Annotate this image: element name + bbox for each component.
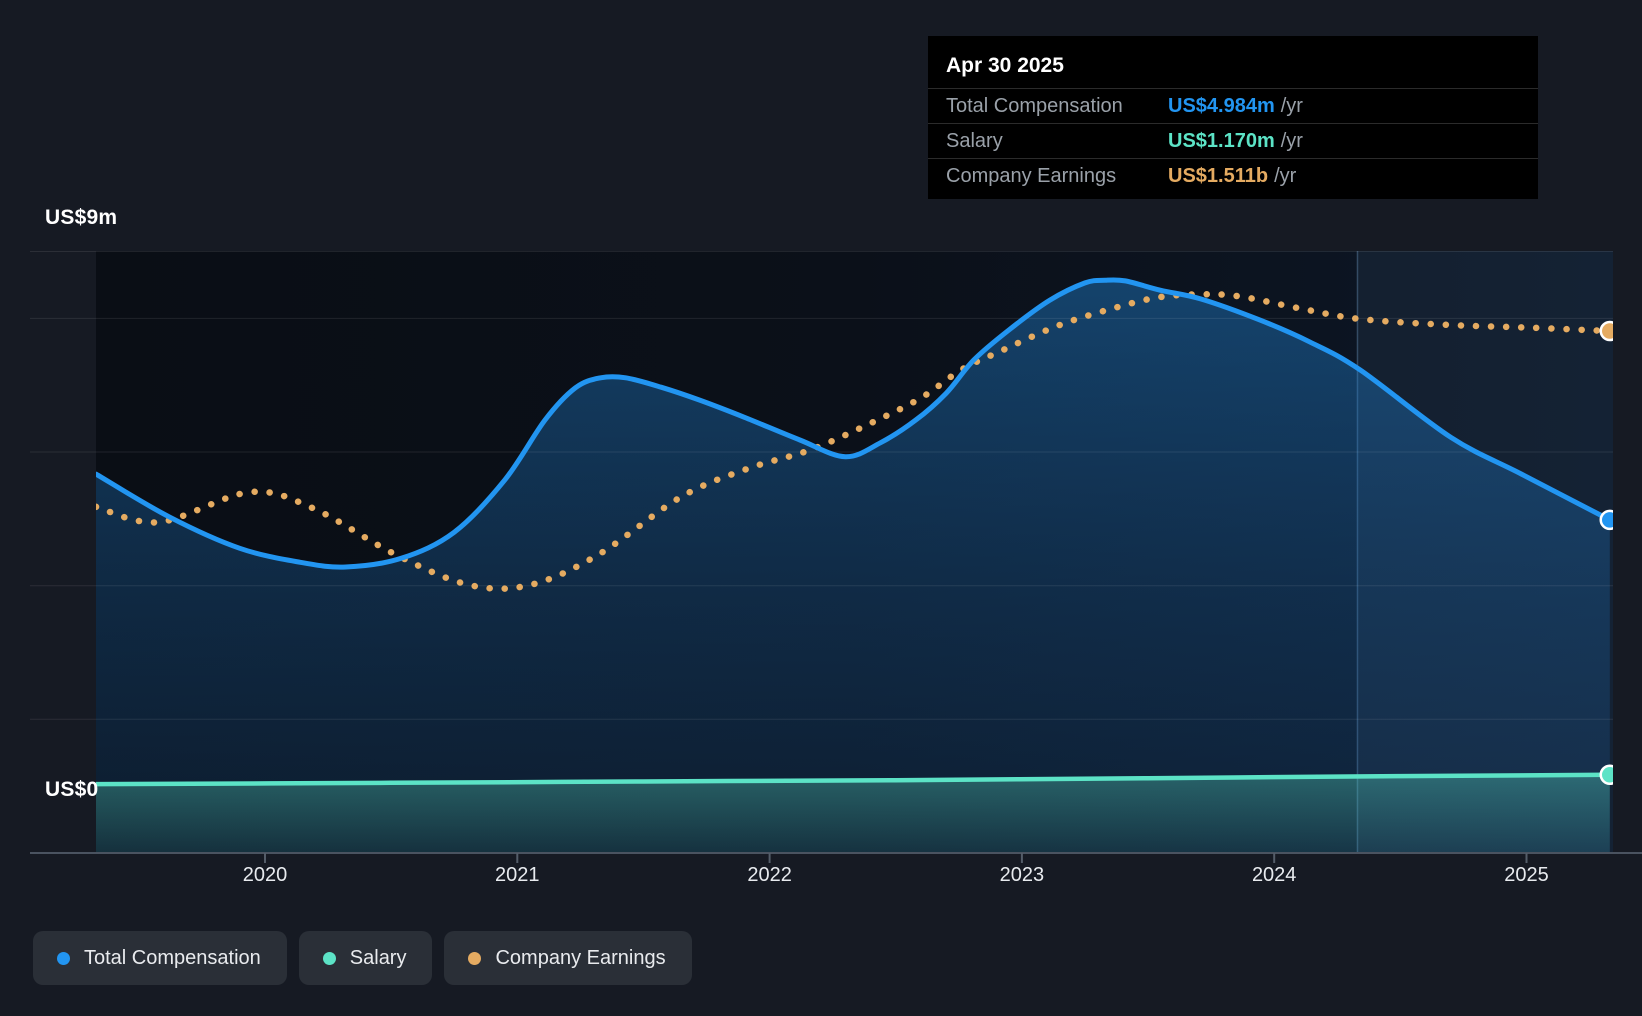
legend-button-salary[interactable]: Salary xyxy=(298,931,433,985)
tooltip-row-value: US$4.984m xyxy=(1168,94,1275,117)
tooltip-row-salary: Salary US$1.170m/yr xyxy=(928,123,1538,158)
company-earnings-endpoint-marker xyxy=(1599,320,1613,342)
tooltip-row-label: Total Compensation xyxy=(946,94,1123,117)
legend-label: Salary xyxy=(349,946,407,969)
x-year-label-2023: 2023 xyxy=(999,864,1045,886)
y-axis-top-label: US$9m xyxy=(45,206,118,229)
x-year-label-2025: 2025 xyxy=(1504,864,1549,886)
tooltip-row-suffix: /yr xyxy=(1280,94,1303,117)
tooltip-date: Apr 30 2025 xyxy=(946,54,1064,77)
legend-dot-salary-icon xyxy=(322,951,336,965)
chart-tooltip: Apr 30 2025 Total Compensation US$4.984m /… xyxy=(928,36,1538,199)
tooltip-row-value: US$1.170m xyxy=(1168,129,1275,152)
salary-line xyxy=(96,772,1613,787)
x-year-label-2022: 2022 xyxy=(747,864,792,886)
tooltip-row-label: Salary xyxy=(946,129,1003,152)
legend-label: Total Compensation xyxy=(84,946,261,969)
x-year-label-2024: 2024 xyxy=(1251,864,1297,886)
chart-legend: Total Compensation Salary Company Earnings xyxy=(33,931,692,985)
x-year-label-2021: 2021 xyxy=(495,864,540,886)
legend-button-total-compensation[interactable]: Total Compensation xyxy=(33,931,287,985)
salary-area xyxy=(96,774,1610,853)
tooltip-row-total_compensation: Total Compensation US$4.984m/yr xyxy=(928,88,1538,123)
total-compensation-endpoint-marker xyxy=(1599,509,1613,531)
legend-dot-total-compensation-icon xyxy=(57,951,70,965)
tooltip-row-suffix: /yr xyxy=(1274,164,1297,187)
legend-label: Company Earnings xyxy=(495,946,666,969)
total-compensation-line xyxy=(96,277,1613,570)
tooltip-row-suffix: /yr xyxy=(1280,129,1303,152)
total-compensation-area xyxy=(96,279,1610,853)
legend-dot-company-earnings-icon xyxy=(468,951,482,965)
legend-button-company-earnings[interactable]: Company Earnings xyxy=(444,931,692,985)
x-year-label-2020: 2020 xyxy=(242,864,288,886)
company-earnings-line xyxy=(96,290,1613,592)
salary-endpoint-marker xyxy=(1599,764,1613,786)
tooltip-row-label: Company Earnings xyxy=(946,164,1117,187)
tooltip-row-company_earnings: Company Earnings US$1.511b/yr xyxy=(928,158,1538,193)
y-axis-bottom-label: US$0 xyxy=(45,778,99,801)
x-axis: 2020 2021 2022 2023 2024 2025 xyxy=(0,864,1642,894)
tooltip-row-value: US$1.511b xyxy=(1168,164,1269,187)
